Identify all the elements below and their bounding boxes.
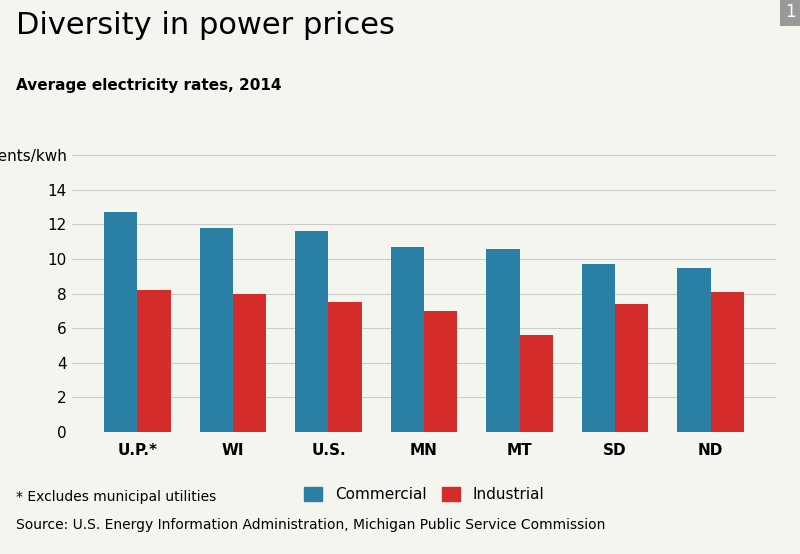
Bar — [615, 304, 649, 432]
Bar — [519, 335, 553, 432]
Bar — [199, 228, 233, 432]
Bar — [295, 232, 329, 432]
Text: 1: 1 — [786, 3, 796, 20]
Bar — [486, 249, 519, 432]
Bar — [104, 212, 138, 432]
Bar — [582, 264, 615, 432]
Legend: Commercial, Industrial: Commercial, Industrial — [304, 487, 544, 502]
Text: Diversity in power prices: Diversity in power prices — [16, 11, 395, 40]
Bar — [233, 294, 266, 432]
Bar — [329, 302, 362, 432]
Text: Source: U.S. Energy Information Administration, Michigan Public Service Commissi: Source: U.S. Energy Information Administ… — [16, 518, 606, 532]
Text: * Excludes municipal utilities: * Excludes municipal utilities — [16, 490, 216, 504]
Bar — [138, 290, 171, 432]
Bar — [390, 247, 424, 432]
Bar — [710, 292, 744, 432]
Bar — [424, 311, 458, 432]
Bar — [677, 268, 710, 432]
Text: Average electricity rates, 2014: Average electricity rates, 2014 — [16, 78, 282, 93]
